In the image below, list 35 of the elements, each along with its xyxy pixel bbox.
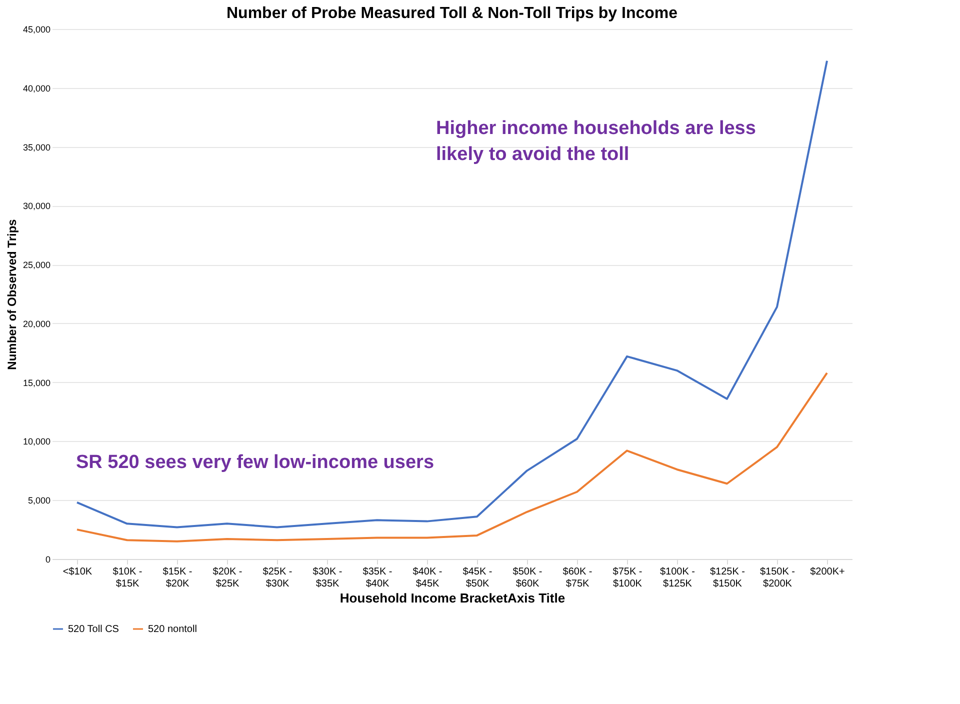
y-axis-title: Number of Observed Trips <box>4 218 19 370</box>
x-tick-label: $45K - $50K <box>462 566 492 590</box>
line-series <box>76 60 828 528</box>
annotation: SR 520 sees very few low-income users <box>76 452 434 473</box>
legend-label: 520 nontoll <box>148 624 197 635</box>
y-tick-label: 45,000 <box>22 24 50 34</box>
x-tick-label: $50K - $60K <box>512 566 542 590</box>
annotation: Higher income households are less likely to avoid the toll <box>436 118 756 166</box>
line-series <box>76 372 828 542</box>
y-tick-label: 5,000 <box>28 496 50 506</box>
y-tick-label: 20,000 <box>22 318 50 329</box>
y-tick-label: 15,000 <box>22 378 50 388</box>
legend-label: 520 Toll CS <box>68 624 120 635</box>
y-tick-label: 10,000 <box>22 436 50 447</box>
x-tick-label: $200K+ <box>810 566 846 578</box>
x-tick-label: $60K - $75K <box>562 566 592 590</box>
x-tick-label: $10K - $15K <box>112 566 142 590</box>
x-tick-label: $150K - $200K <box>760 566 796 590</box>
y-tick-label: 35,000 <box>22 142 50 152</box>
x-tick-label: $25K - $30K <box>262 566 292 590</box>
x-tick-label: <$10K <box>62 566 92 578</box>
y-tick-label: 0 <box>45 554 50 564</box>
x-tick-label: $40K - $45K <box>412 566 442 590</box>
x-tick-label: $75K - $100K <box>612 566 642 590</box>
y-tick-label: 25,000 <box>22 260 50 270</box>
x-tick-label: $35K - $40K <box>362 566 392 590</box>
x-tick-label: $30K - $35K <box>312 566 342 590</box>
x-tick-label: $15K - $20K <box>162 566 192 590</box>
chart-title: Number of Probe Measured Toll & Non-Toll Trips by Income <box>226 5 678 22</box>
y-tick-label: 30,000 <box>22 201 50 212</box>
x-tick-label: $20K - $25K <box>212 566 242 590</box>
x-tick-label: $125K - $150K <box>710 566 746 590</box>
x-axis-title: Household Income BracketAxis Title <box>340 590 566 606</box>
y-tick-label: 40,000 <box>22 83 50 94</box>
x-tick-label: $100K - $125K <box>660 566 696 590</box>
